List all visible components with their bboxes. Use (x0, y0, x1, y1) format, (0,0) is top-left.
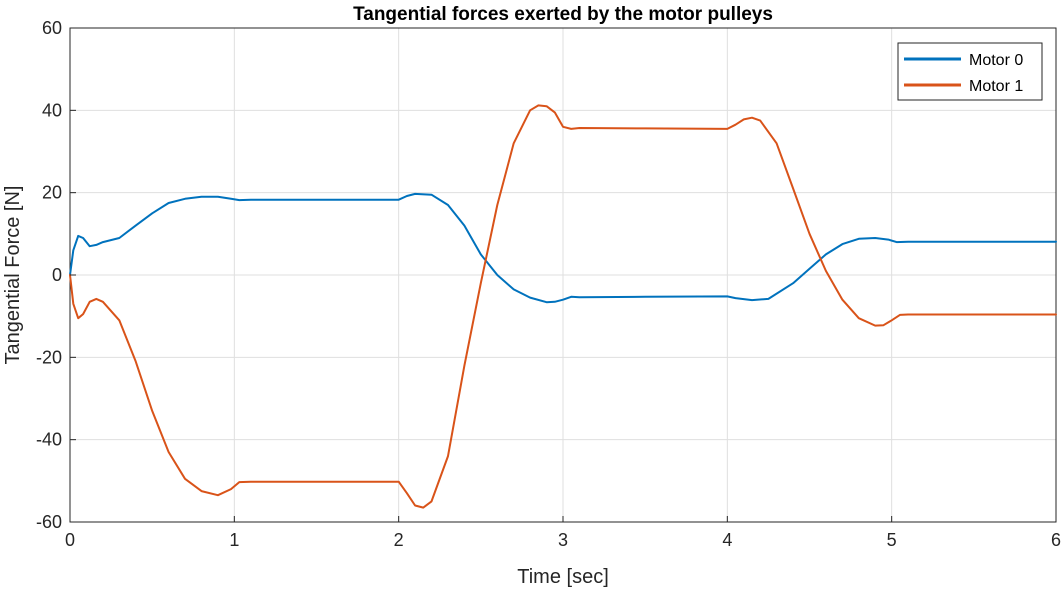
chart-title: Tangential forces exerted by the motor p… (353, 4, 773, 25)
x-tick-label: 4 (722, 530, 732, 550)
x-tick-label: 6 (1051, 530, 1061, 550)
y-tick-label: -20 (36, 347, 62, 367)
legend-entry-label: Motor 1 (969, 78, 1023, 95)
y-tick-label: -60 (36, 512, 62, 532)
legend: Motor 0 Motor 1 (897, 42, 1043, 101)
y-tick-label: -40 (36, 430, 62, 450)
y-tick-label: 40 (42, 100, 62, 120)
y-axis-label: Tangential Force [N] (2, 186, 24, 365)
legend-entry-label: Motor 0 (969, 52, 1023, 69)
x-tick-label: 2 (394, 530, 404, 550)
y-tick-label: 60 (42, 18, 62, 38)
legend-box (897, 42, 1043, 101)
series-line-motor-0 (69, 192, 1057, 304)
x-tick-label: 5 (887, 530, 897, 550)
x-tick-label: 3 (558, 530, 568, 550)
y-tick-label: 0 (52, 265, 62, 285)
x-axis-label: Time [sec] (517, 566, 609, 588)
y-tick-label: 20 (42, 183, 62, 203)
series-layer (69, 104, 1057, 509)
x-tick-label: 1 (229, 530, 239, 550)
series-line-motor-1 (69, 104, 1057, 509)
tick-labels: 0 1 2 3 4 5 6 -60 -40 -20 0 20 40 60 (36, 18, 1061, 550)
x-tick-label: 0 (65, 530, 75, 550)
